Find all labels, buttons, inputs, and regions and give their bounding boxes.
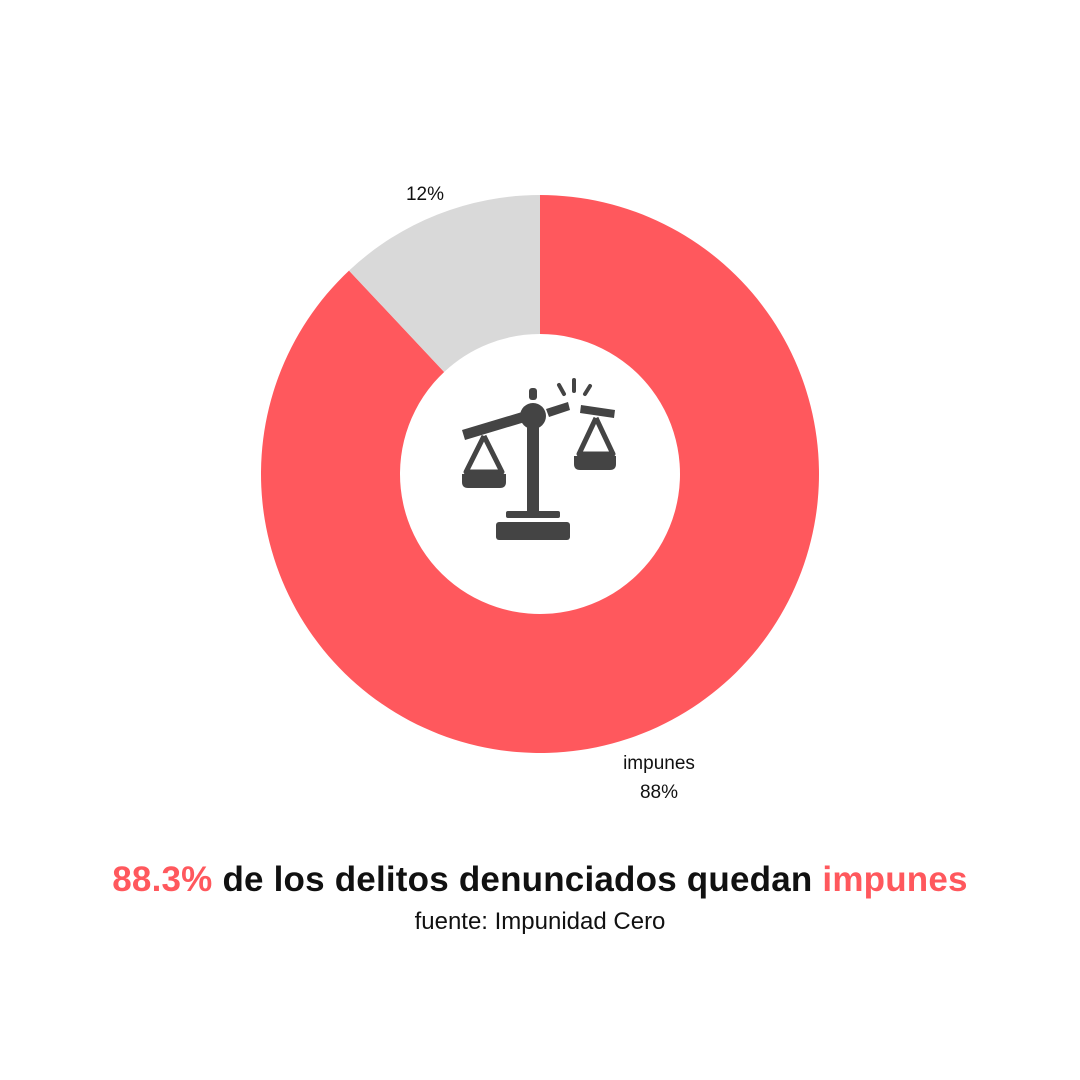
slice-label-impunes: impunes 88% <box>623 753 695 803</box>
donut-slice-other <box>349 195 540 372</box>
source-note: fuente: Impunidad Cero <box>414 908 666 935</box>
slices-group <box>261 195 820 753</box>
labels-group: impunes 88% 12% <box>406 184 695 803</box>
broken-scales-of-justice-icon <box>462 378 616 540</box>
headline: 88.3% de los delitos denunciados quedan … <box>0 860 1080 900</box>
headline-highlight-word: impunes <box>822 860 968 899</box>
slice-label-other: 12% <box>406 184 444 205</box>
headline-highlight-value: 88.3% <box>112 860 213 899</box>
donut-slice-impunes <box>261 195 820 753</box>
headline-text: de los delitos denunciados quedan <box>212 860 823 899</box>
